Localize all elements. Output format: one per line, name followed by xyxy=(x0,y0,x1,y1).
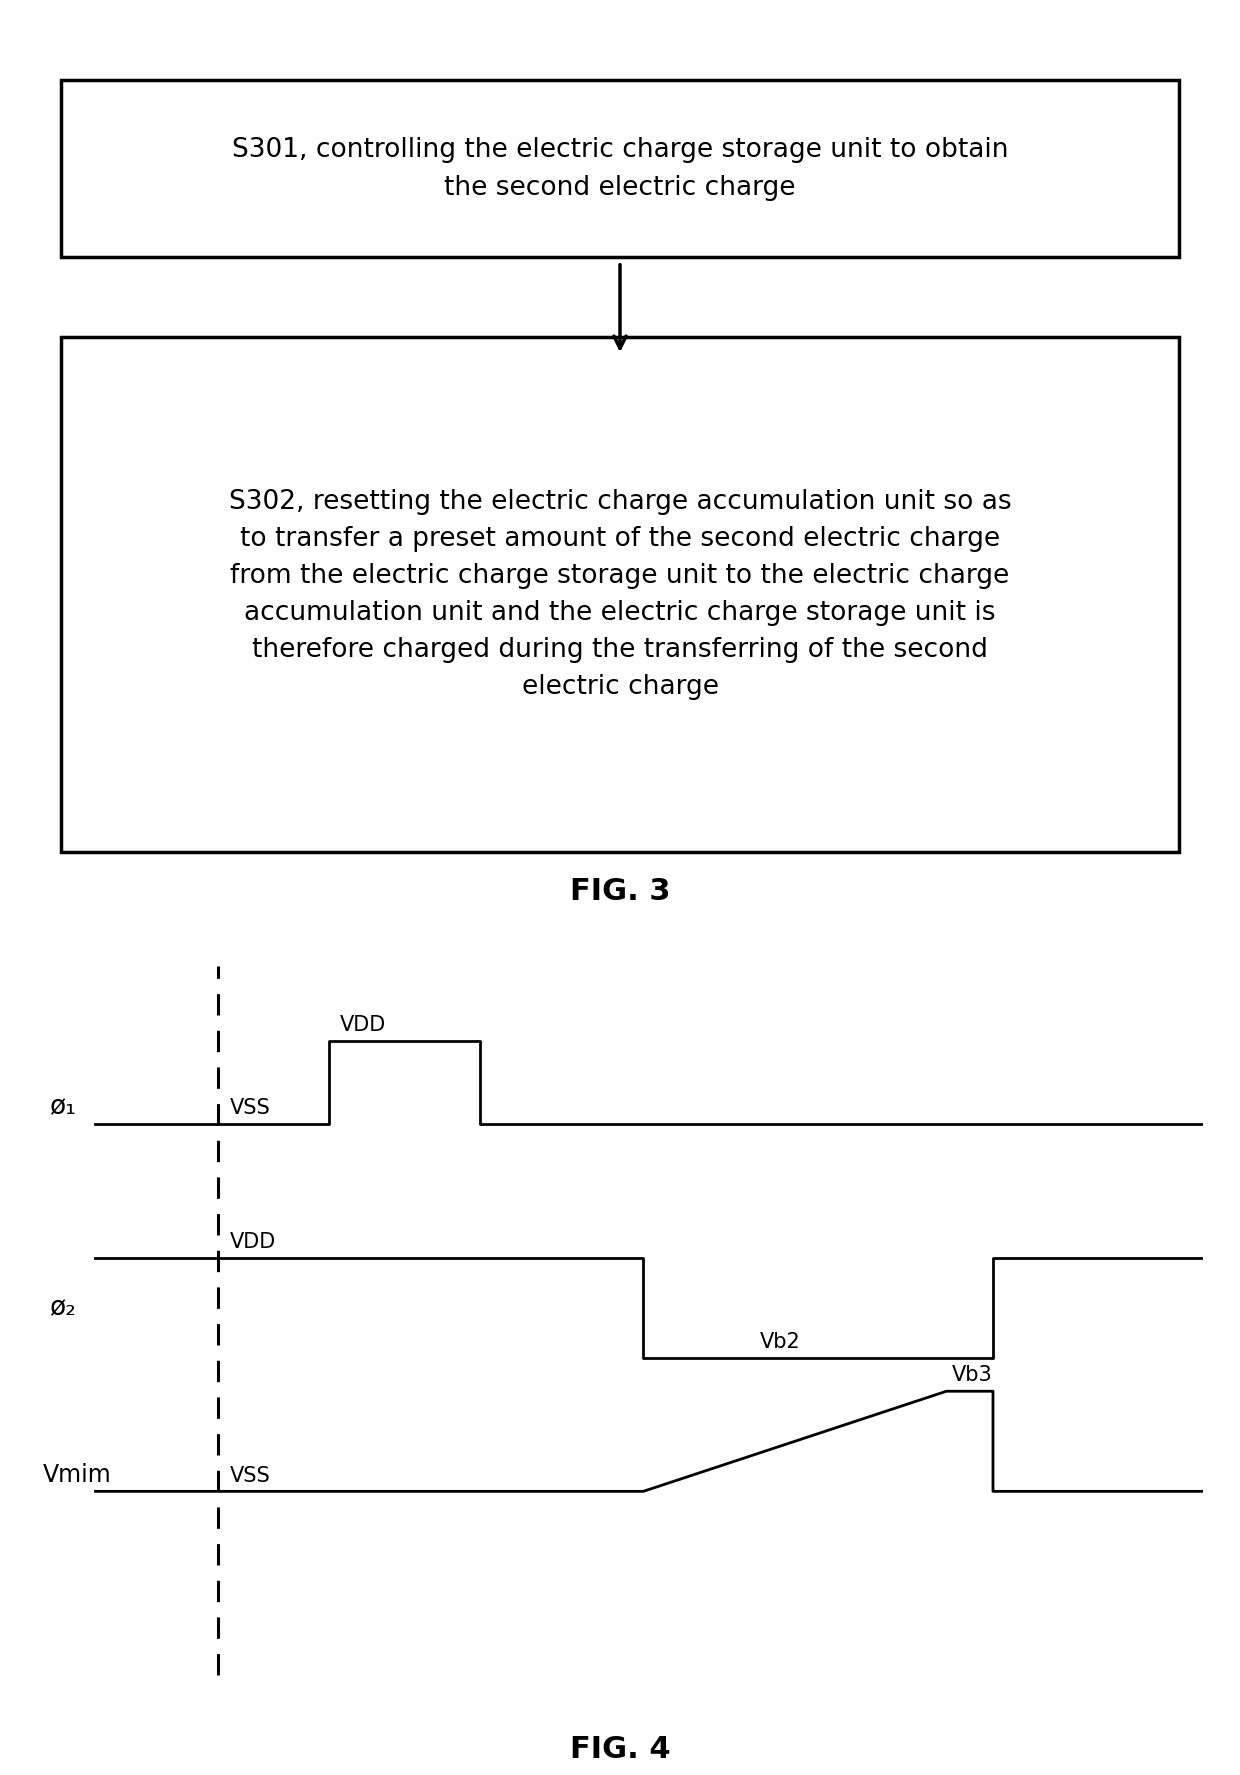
Text: Vb3: Vb3 xyxy=(952,1365,993,1386)
Text: VDD: VDD xyxy=(229,1232,275,1251)
Text: ø₁: ø₁ xyxy=(48,1095,76,1120)
Text: Vmim: Vmim xyxy=(43,1463,112,1487)
Text: FIG. 4: FIG. 4 xyxy=(569,1736,671,1764)
Text: ø₂: ø₂ xyxy=(48,1294,76,1321)
Text: VSS: VSS xyxy=(229,1099,270,1118)
Text: S301, controlling the electric charge storage unit to obtain
the second electric: S301, controlling the electric charge st… xyxy=(232,137,1008,201)
Text: FIG. 3: FIG. 3 xyxy=(569,877,671,907)
Text: Vb2: Vb2 xyxy=(760,1331,801,1353)
FancyBboxPatch shape xyxy=(61,80,1179,257)
FancyBboxPatch shape xyxy=(61,337,1179,852)
Text: S302, resetting the electric charge accumulation unit so as
to transfer a preset: S302, resetting the electric charge accu… xyxy=(228,490,1012,699)
Text: VSS: VSS xyxy=(229,1466,270,1486)
Text: VDD: VDD xyxy=(340,1015,387,1035)
